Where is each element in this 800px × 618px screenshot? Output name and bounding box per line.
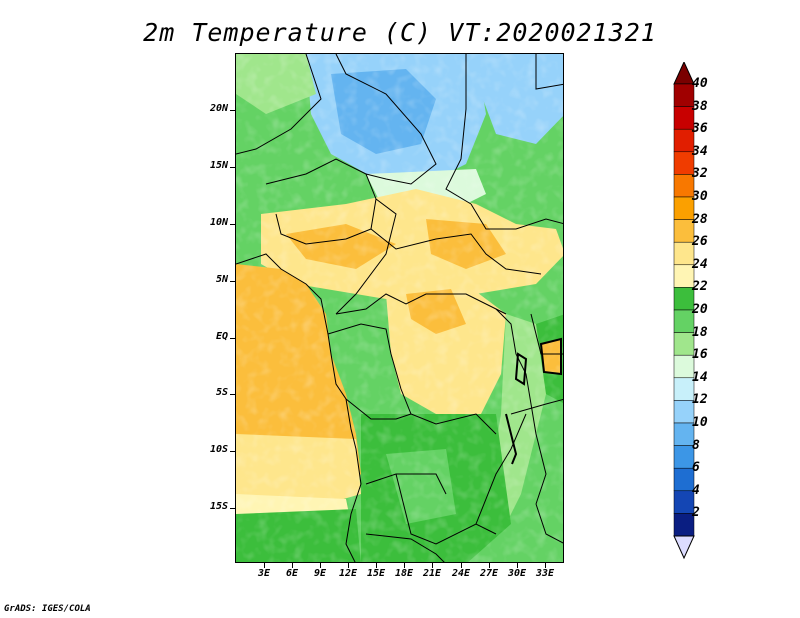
lat-label-eq: EQ — [215, 331, 228, 342]
colorbar-label: 10 — [692, 415, 708, 430]
colorbar-label: 36 — [692, 121, 708, 137]
lon-tick — [348, 563, 349, 568]
colorbar-label: 34 — [692, 143, 708, 159]
lat-label-20n: 20N — [209, 103, 228, 114]
lon-label-21e: 21E — [422, 568, 442, 579]
colorbar-label: 40 — [692, 76, 708, 91]
colorbar-label: 38 — [692, 98, 708, 114]
colorbar-segment — [673, 467, 695, 492]
colorbar-segment — [673, 241, 695, 266]
country-borders — [236, 54, 563, 562]
lat-label-5s: 5S — [215, 387, 228, 398]
lat-label-15n: 15N — [209, 160, 228, 171]
colorbar-label: 24 — [692, 256, 708, 272]
lon-label-15e: 15E — [366, 568, 386, 579]
colorbar-label: 22 — [692, 279, 708, 295]
map-texture — [236, 54, 563, 562]
colorbar-segment — [673, 490, 695, 514]
lake-outlines — [505, 337, 562, 465]
lat-label-10s: 10S — [209, 444, 228, 455]
lon-tick — [489, 563, 490, 568]
colorbar-label: 20 — [692, 302, 708, 317]
colorbar-segment — [673, 287, 695, 311]
colorbar-segments — [673, 62, 695, 560]
colorbar-label: 8 — [692, 437, 700, 453]
colorbar-segment — [673, 309, 695, 333]
colorbar-top-arrow — [673, 62, 695, 85]
colorbar-label: 12 — [692, 392, 708, 408]
lat-tick — [230, 508, 235, 509]
lat-tick — [230, 110, 235, 111]
colorbar-label: 28 — [692, 211, 708, 227]
colorbar-label: 4 — [692, 482, 700, 498]
lat-tick — [230, 167, 235, 168]
lon-tick — [320, 563, 321, 568]
colorbar-segment — [673, 400, 695, 424]
lat-label-5n: 5N — [215, 274, 228, 285]
colorbar-segment — [673, 445, 695, 469]
lon-tick — [292, 563, 293, 568]
colorbar-segment — [673, 174, 695, 198]
grads-credit: GrADS: IGES/COLA — [4, 604, 91, 614]
lon-tick — [545, 563, 546, 568]
colorbar-segment — [673, 83, 695, 107]
chart-title: 2m Temperature (C) VT:2020021321 — [143, 18, 657, 47]
colorbar-segment — [673, 377, 695, 401]
colorbar-segment — [673, 422, 695, 446]
colorbar-segment — [673, 332, 695, 356]
colorbar-label: 32 — [692, 166, 708, 182]
colorbar-segment — [673, 106, 695, 130]
lon-tick — [404, 563, 405, 568]
colorbar-segment — [673, 196, 695, 220]
lon-tick — [264, 563, 265, 568]
colorbar-segment — [673, 264, 695, 288]
lat-tick — [230, 451, 235, 452]
lon-label-12e: 12E — [338, 568, 358, 579]
lat-tick — [230, 281, 235, 282]
colorbar-label: 14 — [692, 369, 708, 385]
colorbar-label: 30 — [692, 189, 708, 204]
lat-label-15s: 15S — [209, 501, 228, 512]
lat-tick — [230, 338, 235, 339]
lon-tick — [461, 563, 462, 568]
colorbar-segment — [673, 219, 695, 243]
colorbar-segment — [673, 513, 695, 537]
lat-label-10n: 10N — [209, 217, 228, 228]
colorbar-label: 18 — [692, 324, 708, 340]
lon-label-18e: 18E — [394, 568, 414, 579]
colorbar-segment — [673, 151, 695, 175]
colorbar-label: 2 — [692, 505, 700, 521]
map-graphic — [236, 54, 563, 562]
lon-label-27e: 27E — [479, 568, 499, 579]
lon-label-9e: 9E — [313, 568, 327, 579]
lat-tick — [230, 224, 235, 225]
lon-label-30e: 30E — [507, 568, 527, 579]
lon-label-3e: 3E — [257, 568, 271, 579]
colorbar-segment — [673, 354, 695, 379]
lat-tick — [230, 394, 235, 395]
colorbar — [673, 62, 695, 560]
temperature-map — [235, 53, 564, 563]
colorbar-label: 16 — [692, 347, 708, 363]
colorbar-segment — [673, 128, 695, 153]
colorbar-label: 6 — [692, 460, 700, 476]
lon-label-6e: 6E — [285, 568, 299, 579]
lon-tick — [432, 563, 433, 568]
lon-tick — [517, 563, 518, 568]
lon-label-24e: 24E — [451, 568, 471, 579]
lon-label-33e: 33E — [535, 568, 555, 579]
colorbar-bottom-arrow — [673, 535, 695, 560]
lon-tick — [376, 563, 377, 568]
colorbar-label: 26 — [692, 234, 708, 250]
